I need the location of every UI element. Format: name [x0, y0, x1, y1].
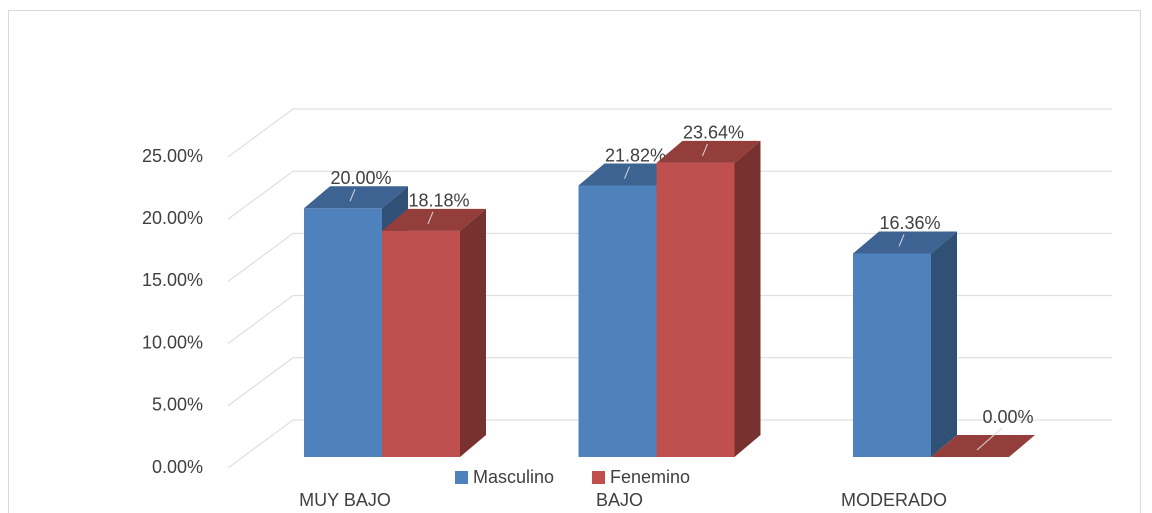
- legend-label: Fenemino: [610, 467, 690, 487]
- leader-line: [702, 143, 708, 157]
- bar-front: [578, 185, 657, 457]
- y-tick-label: 5.00%: [152, 395, 203, 415]
- y-tick-label: 10.00%: [142, 332, 203, 352]
- leader-line: [898, 234, 905, 247]
- x-tick-label: MUY BAJO: [299, 490, 391, 510]
- legend-swatch: [455, 471, 468, 484]
- y-tick-label: 0.00%: [152, 457, 203, 477]
- bar-front: [656, 162, 735, 457]
- bar-top: [931, 435, 1035, 457]
- grid-line: [227, 357, 1112, 407]
- bar-front: [853, 253, 931, 457]
- x-tick-label: BAJO: [596, 490, 643, 510]
- data-label: 21.82%: [605, 145, 666, 165]
- y-tick-label: 20.00%: [142, 208, 203, 228]
- leader-line: [427, 211, 434, 225]
- grid-line: [227, 170, 1112, 220]
- legend-swatch: [592, 471, 605, 484]
- y-tick-label: 15.00%: [142, 270, 203, 290]
- y-tick-label: 25.00%: [142, 146, 203, 166]
- legend-label: Masculino: [473, 467, 554, 487]
- x-tick-label: MODERADO: [841, 490, 947, 510]
- leader-line: [976, 427, 1003, 451]
- bar-side: [931, 231, 957, 457]
- bar: [656, 140, 761, 457]
- bar-front: [382, 230, 460, 457]
- bar-top: [853, 231, 957, 254]
- data-label: 20.00%: [330, 168, 391, 188]
- bar: [382, 208, 486, 457]
- grid-line: [227, 232, 1112, 282]
- leader-line: [349, 189, 356, 202]
- grid-line: [227, 419, 1112, 469]
- leader-line: [624, 166, 630, 179]
- bar-top: [656, 140, 761, 163]
- data-label: 23.64%: [683, 123, 744, 143]
- bar-top: [382, 208, 486, 231]
- bar-front: [304, 208, 382, 457]
- data-label: 16.36%: [879, 213, 940, 233]
- data-label: 18.18%: [408, 191, 469, 211]
- bar: [853, 231, 957, 457]
- grid-line: [227, 108, 1112, 158]
- grid-line: [227, 295, 1112, 345]
- bar-side: [734, 140, 761, 457]
- data-label: 0.00%: [982, 407, 1033, 427]
- bar-side: [460, 208, 486, 457]
- bar-top: [304, 186, 408, 209]
- bar: [931, 435, 1035, 457]
